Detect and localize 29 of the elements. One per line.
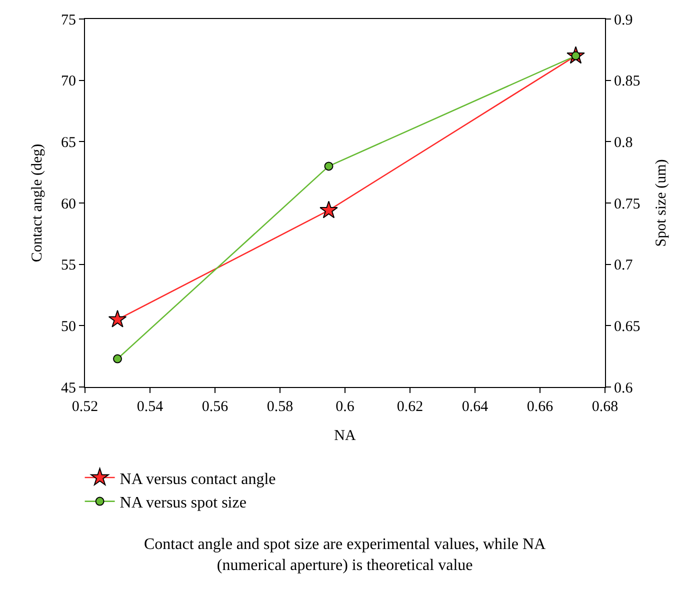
legend-label: NA versus contact angle [120,470,276,488]
y2-tick-label: 0.85 [614,74,640,90]
y-tick-label: 60 [61,196,76,212]
y-tick-label: 50 [61,318,76,335]
x-axis-title: NA [334,428,356,444]
x-tick-label: 0.66 [526,399,554,415]
y-tick-label: 70 [61,74,76,90]
y2-tick-label: 0.7 [614,258,634,274]
y2-tick-label: 0.6 [614,380,634,396]
y2-axis-title: Spot size (um) [653,159,670,247]
y2-tick-label: 0.65 [614,318,640,335]
x-tick-label: 0.58 [266,399,294,415]
x-tick-label: 0.52 [72,399,98,415]
x-tick-label: 0.68 [592,399,618,415]
y-tick-label: 55 [61,258,76,274]
y-tick-label: 65 [61,134,76,151]
y-tick-label: 45 [61,380,76,396]
x-tick-label: 0.6 [336,399,355,415]
text: Contact angle and spot size are experimental values, while NA (numerical aperture) is theoretical value [144,536,546,574]
y2-tick-label: 0.75 [614,196,640,212]
x-tick-label: 0.62 [396,399,424,415]
y-tick-label: 75 [61,12,76,28]
y-axis-title: Contact angle (deg) [29,144,46,262]
y2-tick-label: 0.9 [614,12,633,28]
x-tick-label: 0.54 [136,399,164,415]
x-tick-label: 0.64 [462,399,489,415]
x-tick-label: 0.56 [202,399,229,415]
legend-label: NA versus spot size [120,494,246,512]
y2-tick-label: 0.8 [614,134,633,151]
